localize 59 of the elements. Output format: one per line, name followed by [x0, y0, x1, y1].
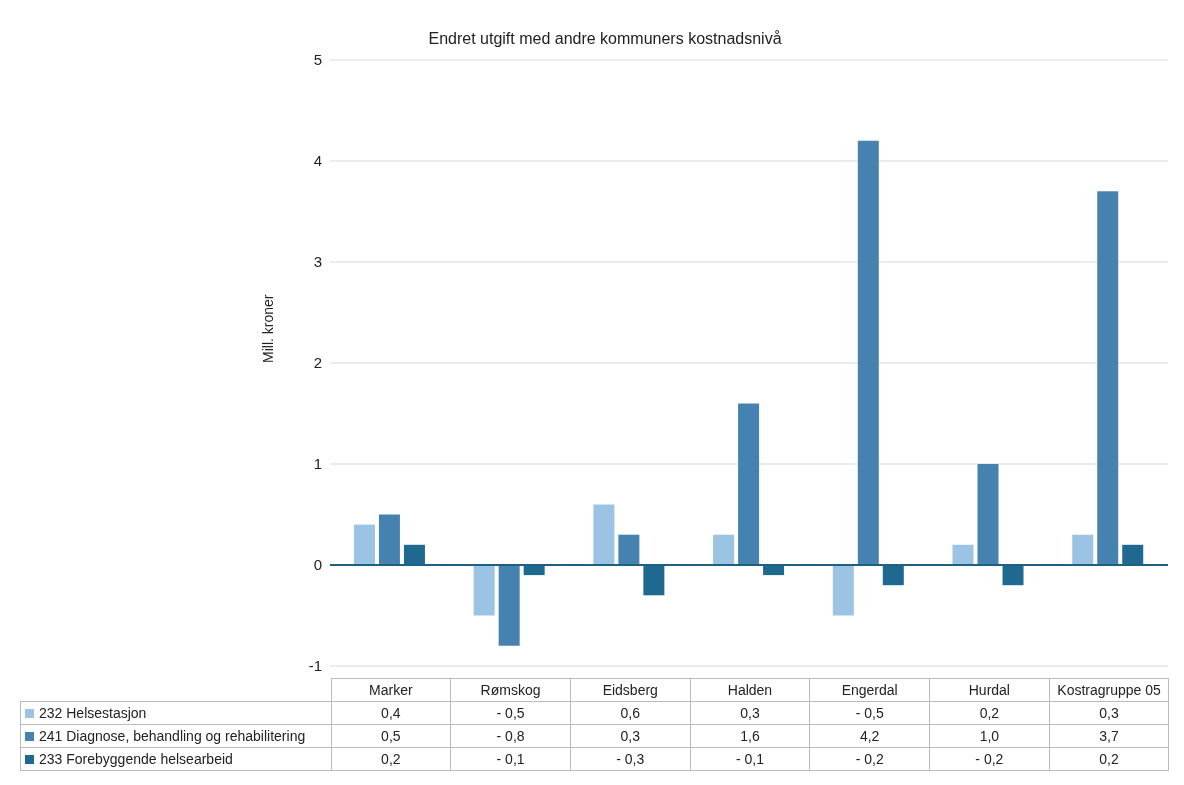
data-label: 0,3 — [1049, 701, 1169, 725]
data-label: 1,0 — [929, 724, 1050, 748]
bar — [713, 534, 735, 565]
bar — [618, 534, 640, 565]
chart-title: Endret utgift med andre kommuners kostnadsnivå — [428, 30, 782, 47]
bar — [498, 565, 520, 646]
bar — [952, 544, 974, 565]
y-tick-label: 5 — [313, 51, 322, 69]
data-label: - 0,5 — [450, 701, 571, 725]
bar — [832, 565, 854, 616]
data-label: - 0,2 — [929, 747, 1050, 771]
y-tick-label: 1 — [313, 455, 322, 473]
bar — [378, 514, 400, 565]
data-label: 0,2 — [331, 747, 451, 771]
bar — [882, 565, 904, 586]
data-label: - 0,1 — [450, 747, 571, 771]
data-label: - 0,2 — [809, 747, 930, 771]
data-label: 0,3 — [690, 701, 810, 725]
data-label: 4,2 — [809, 724, 930, 748]
bar — [977, 464, 999, 565]
data-label: 1,6 — [690, 724, 810, 748]
legend-label: 233 Forebyggende helsearbeid — [20, 747, 331, 771]
bar — [738, 403, 760, 565]
data-label: - 0,3 — [570, 747, 691, 771]
bar — [1097, 191, 1119, 565]
data-label: 0,2 — [929, 701, 1050, 725]
data-label: 0,4 — [331, 701, 451, 725]
x-tick-label: Engerdal — [809, 678, 930, 702]
data-label: 0,6 — [570, 701, 691, 725]
data-label: - 0,8 — [450, 724, 571, 748]
x-tick-label: Kostragruppe 05 — [1049, 678, 1169, 702]
bar — [1122, 544, 1144, 565]
bar — [1002, 565, 1024, 586]
y-tick-label: -1 — [308, 657, 322, 675]
data-label: 0,3 — [570, 724, 691, 748]
bar — [1072, 534, 1094, 565]
data-label: 0,5 — [331, 724, 451, 748]
bar — [643, 565, 665, 596]
bar — [593, 504, 615, 565]
bar — [473, 565, 495, 616]
data-label: - 0,1 — [690, 747, 810, 771]
x-tick-label: Eidsberg — [570, 678, 691, 702]
bar — [857, 140, 879, 565]
y-axis-title: Mill. kroner — [259, 294, 276, 363]
legend-label: 241 Diagnose, behandling og rehabilitering — [20, 724, 331, 748]
data-label: 0,2 — [1049, 747, 1169, 771]
y-tick-label: 3 — [313, 253, 322, 271]
legend-label: 232 Helsestasjon — [20, 701, 331, 725]
x-tick-label: Rømskog — [450, 678, 571, 702]
x-tick-label: Hurdal — [929, 678, 1050, 702]
y-tick-label: 0 — [313, 556, 322, 574]
bar — [403, 544, 425, 565]
bar — [353, 524, 375, 565]
y-tick-label: 2 — [313, 354, 322, 372]
x-tick-label: Halden — [690, 678, 810, 702]
data-label: - 0,5 — [809, 701, 930, 725]
x-tick-label: Marker — [331, 678, 451, 702]
y-tick-label: 4 — [313, 152, 322, 170]
data-label: 3,7 — [1049, 724, 1169, 748]
